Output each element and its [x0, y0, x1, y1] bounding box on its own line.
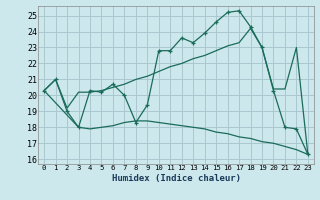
X-axis label: Humidex (Indice chaleur): Humidex (Indice chaleur) — [111, 174, 241, 183]
